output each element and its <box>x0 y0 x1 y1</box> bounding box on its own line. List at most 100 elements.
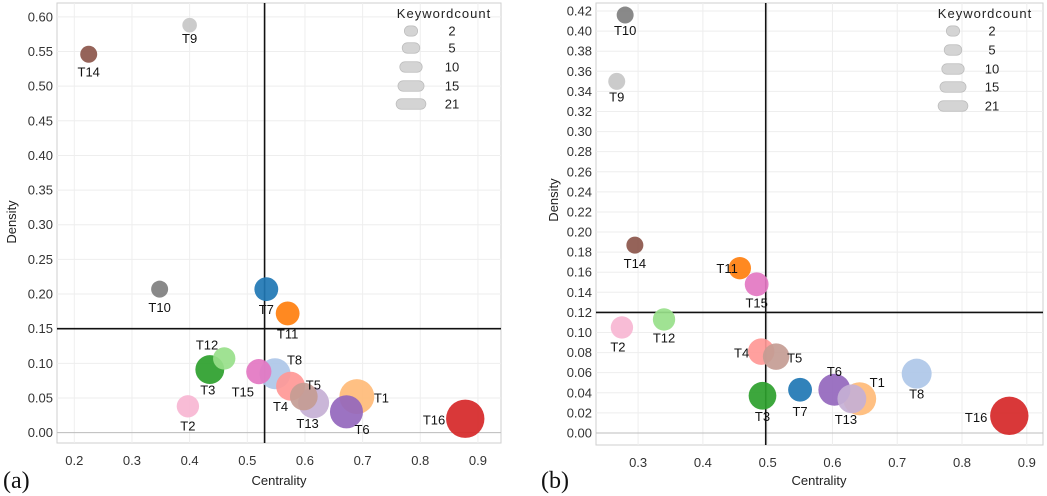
point-label-t5: T5 <box>787 351 802 366</box>
y-tick-label: 0.42 <box>567 4 592 19</box>
y-tick-label: 0.50 <box>28 79 53 94</box>
legend-size-label: 21 <box>445 97 459 112</box>
panel-letter: (a) <box>3 468 30 494</box>
x-tick-label: 0.5 <box>759 455 777 470</box>
point-label-t16: T16 <box>965 410 987 425</box>
x-tick-label: 0.9 <box>1018 455 1036 470</box>
chart-panel-0: 0.2 0.3 0.4 0.5 0.6 0.7 0.8 0.9 0.00 0.05 0.10 0.15… <box>3 2 502 494</box>
legend-size-swatch <box>399 61 423 73</box>
legend-size-label: 15 <box>985 80 999 95</box>
x-tick-label: 0.4 <box>181 453 199 468</box>
point-label-t14: T14 <box>624 256 646 271</box>
y-tick-label: 0.02 <box>567 405 592 420</box>
legend-size-label: 5 <box>448 41 455 56</box>
point-label-t3: T3 <box>200 383 215 398</box>
legend-size-swatch <box>939 81 967 93</box>
x-axis-title: Centrality <box>252 473 307 488</box>
y-tick-label: 0.38 <box>567 44 592 59</box>
point-label-t10: T10 <box>614 23 636 38</box>
legend-size-label: 10 <box>985 62 999 77</box>
point-label-t1: T1 <box>870 375 885 390</box>
y-tick-label: 0.40 <box>567 24 592 39</box>
point-label-t15: T15 <box>745 295 767 310</box>
y-tick-label: 0.06 <box>567 365 592 380</box>
bubble-t14 <box>626 236 644 254</box>
bubble-t7 <box>254 277 279 302</box>
bubble-t15 <box>246 359 272 385</box>
point-label-t8: T8 <box>909 387 924 402</box>
x-tick-label: 0.8 <box>953 455 971 470</box>
point-label-t15: T15 <box>232 385 254 400</box>
legend-size-swatch <box>945 25 961 37</box>
y-axis-title: Density <box>4 200 19 244</box>
point-label-t2: T2 <box>180 418 195 433</box>
point-label-t13: T13 <box>835 412 857 427</box>
point-label-t12: T12 <box>653 330 675 345</box>
legend-title: Keywordcount <box>397 6 491 21</box>
y-tick-label: 0.05 <box>28 390 53 405</box>
y-tick-label: 0.10 <box>567 325 592 340</box>
y-tick-label: 0.45 <box>28 113 53 128</box>
point-label-t7: T7 <box>259 302 274 317</box>
x-tick-label: 0.6 <box>296 453 314 468</box>
bubble-t2 <box>176 395 200 418</box>
panel-letter: (b) <box>541 468 569 494</box>
bubble-t12 <box>652 308 676 331</box>
bubble-t14 <box>80 45 98 63</box>
y-tick-label: 0.12 <box>567 305 592 320</box>
y-tick-label: 0.26 <box>567 164 592 179</box>
x-tick-label: 0.3 <box>629 455 647 470</box>
y-tick-label: 0.04 <box>567 385 592 400</box>
y-tick-label: 0.30 <box>567 124 592 139</box>
bubble-t2 <box>610 316 634 339</box>
bubble-t6 <box>329 395 363 429</box>
y-tick-label: 0.34 <box>567 84 592 99</box>
y-tick-label: 0.10 <box>28 356 53 371</box>
point-label-t6: T6 <box>827 364 842 379</box>
point-label-t2: T2 <box>610 339 625 354</box>
bubble-t5 <box>289 382 318 411</box>
y-tick-label: 0.15 <box>28 321 53 336</box>
legend-size-label: 5 <box>988 43 995 58</box>
point-label-t10: T10 <box>148 300 170 315</box>
y-tick-label: 0.22 <box>567 204 592 219</box>
y-tick-label: 0.28 <box>567 144 592 159</box>
chart-panel-1: 0.3 0.4 0.5 0.6 0.7 0.8 0.9 0.00 0.02 0.04 0.06 0.0… <box>541 2 1044 494</box>
y-tick-label: 0.36 <box>567 64 592 79</box>
y-tick-label: 0.20 <box>567 225 592 240</box>
point-label-t11: T11 <box>277 326 298 341</box>
bubble-t11 <box>275 301 300 326</box>
y-tick-label: 0.18 <box>567 245 592 260</box>
x-tick-label: 0.7 <box>888 455 906 470</box>
y-tick-label: 0.16 <box>567 265 592 280</box>
y-tick-label: 0.00 <box>28 425 53 440</box>
point-label-t9: T9 <box>182 31 197 46</box>
y-tick-label: 0.60 <box>28 9 53 24</box>
legend-size-swatch <box>395 98 427 110</box>
point-label-t4: T4 <box>734 346 749 361</box>
x-tick-label: 0.2 <box>65 453 83 468</box>
bubble-t13 <box>837 384 867 414</box>
y-tick-label: 0.24 <box>567 184 592 199</box>
legend-size-swatch <box>941 63 965 75</box>
point-label-t13: T13 <box>296 416 318 431</box>
y-tick-label: 0.20 <box>28 287 53 302</box>
x-tick-label: 0.5 <box>238 453 256 468</box>
y-tick-label: 0.35 <box>28 183 53 198</box>
bubble-t16 <box>990 396 1029 436</box>
y-tick-label: 0.00 <box>567 425 592 440</box>
y-tick-label: 0.08 <box>567 345 592 360</box>
point-label-t1: T1 <box>374 391 389 406</box>
bubble-t10 <box>151 280 169 298</box>
bubble-t9 <box>608 72 626 90</box>
y-tick-label: 0.25 <box>28 252 53 267</box>
point-label-t7: T7 <box>792 404 807 419</box>
legend-size-label: 10 <box>445 60 459 75</box>
legend-size-swatch <box>403 25 419 37</box>
bubble-t15 <box>744 272 769 297</box>
bubble-t8 <box>901 358 932 389</box>
x-axis-title: Centrality <box>792 473 847 488</box>
x-tick-label: 0.6 <box>823 455 841 470</box>
x-tick-label: 0.9 <box>469 453 487 468</box>
point-label-t9: T9 <box>609 89 624 104</box>
